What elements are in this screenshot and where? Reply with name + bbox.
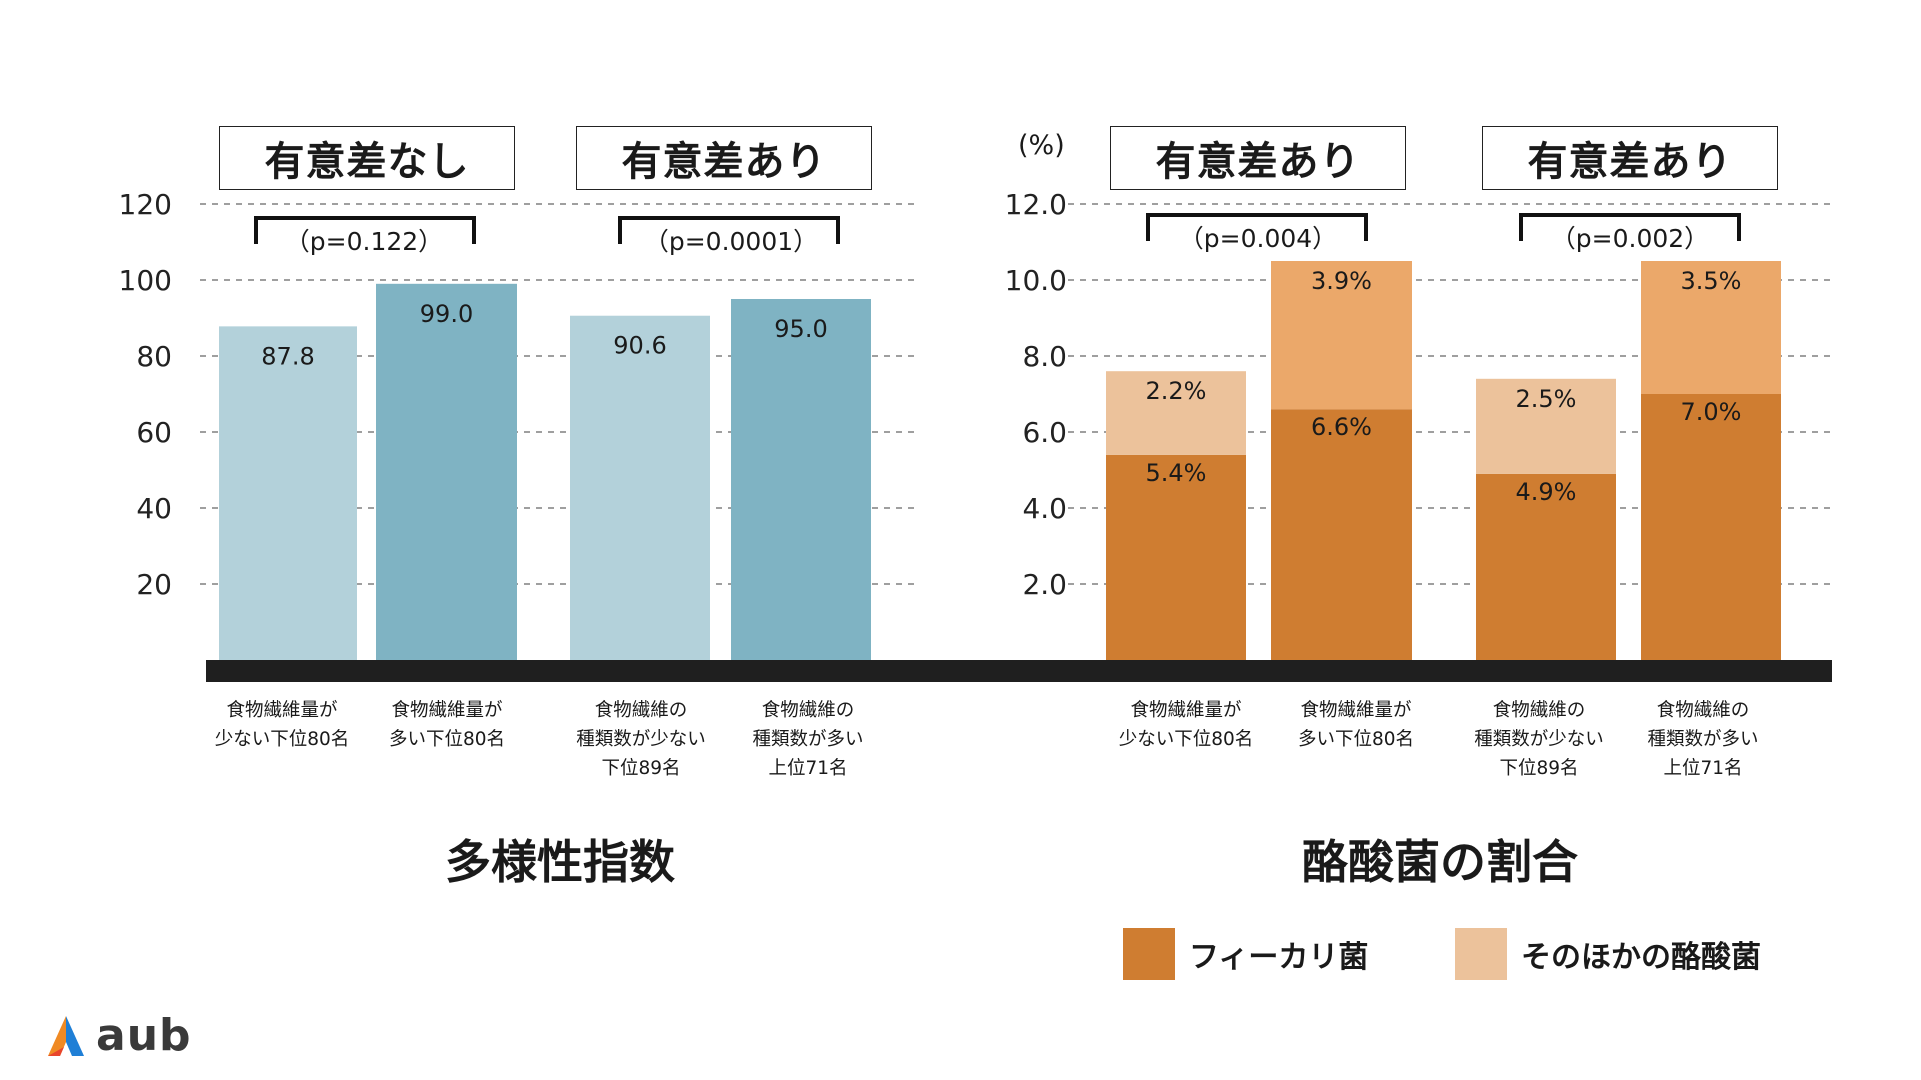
x-category-right-2: 食物繊維量が 多い下位80名 xyxy=(1297,700,1415,750)
right-significance-bracket xyxy=(1146,213,1368,241)
left-significance-bracket xyxy=(618,216,840,244)
right-y-tick-label: 12.0 xyxy=(1005,188,1067,221)
right-bar-top-3 xyxy=(1476,378,1616,474)
x-category-left-3: 食物繊維の 種類数が少ない 下位89名 xyxy=(576,700,706,779)
right-bar-top-value-label: 2.2% xyxy=(1146,377,1207,405)
right-y-tick-label: 2.0 xyxy=(1022,568,1067,601)
right-bar-top-value-label: 3.5% xyxy=(1681,267,1742,295)
right-bar-top-value-label: 2.5% xyxy=(1516,385,1577,413)
left-bar-2 xyxy=(376,283,517,660)
x-axis-baseline xyxy=(206,660,1832,682)
right-bar-bottom-1 xyxy=(1106,454,1246,660)
x-category-right-4: 食物繊維の 種類数が多い 上位71名 xyxy=(1647,700,1759,779)
x-category-left-1: 食物繊維量が 少ない下位80名 xyxy=(214,700,350,750)
brand-logo: aub xyxy=(46,1010,192,1061)
left-bar-1 xyxy=(219,326,357,660)
left-y-tick-label: 40 xyxy=(136,492,172,525)
x-category-right-1: 食物繊維量が 少ない下位80名 xyxy=(1118,700,1254,750)
left-y-tick-label: 60 xyxy=(136,416,172,449)
right-bar-bottom-value-label: 6.6% xyxy=(1311,413,1372,441)
chart-title-left: 多様性指数 xyxy=(445,835,675,889)
left-bar-value-label: 90.6 xyxy=(613,332,666,360)
right-bar-top-value-label: 3.9% xyxy=(1311,267,1372,295)
right-bar-bottom-3 xyxy=(1476,473,1616,660)
right-bar-top-1 xyxy=(1106,371,1246,455)
x-category-left-2: 食物繊維量が 多い下位80名 xyxy=(388,700,506,750)
right-y-tick-label: 10.0 xyxy=(1005,264,1067,297)
left-significance-bracket xyxy=(254,216,476,244)
right-y-tick-label: 8.0 xyxy=(1022,340,1067,373)
left-y-tick-label: 120 xyxy=(119,188,172,221)
right-bar-bottom-value-label: 7.0% xyxy=(1681,398,1742,426)
p-value-right-2: （p=0.002） xyxy=(1550,224,1710,253)
right-significance-bracket xyxy=(1519,213,1741,241)
significance-box-right-1: 有意差あり xyxy=(1110,126,1406,190)
left-bar-value-label: 95.0 xyxy=(774,315,827,343)
legend-label-faecalibacterium: フィーカリ菌 xyxy=(1189,940,1369,975)
right-bar-bottom-value-label: 4.9% xyxy=(1516,478,1577,506)
left-bar-4 xyxy=(731,299,871,660)
left-y-tick-label: 100 xyxy=(119,264,172,297)
right-y-tick-label: 4.0 xyxy=(1022,492,1067,525)
legend-swatch-faecalibacterium xyxy=(1123,928,1175,980)
right-bar-bottom-4 xyxy=(1641,394,1781,660)
p-value-right-1: （p=0.004） xyxy=(1178,224,1338,253)
right-bar-top-2 xyxy=(1271,261,1412,410)
right-bar-bottom-2 xyxy=(1271,409,1412,660)
significance-box-left-1: 有意差なし xyxy=(219,126,515,190)
brand-name: aub xyxy=(96,1010,192,1061)
x-category-left-4: 食物繊維の 種類数が多い 上位71名 xyxy=(752,700,864,779)
chart-title-right: 酪酸菌の割合 xyxy=(1302,835,1578,889)
significance-box-right-2: 有意差あり xyxy=(1482,126,1778,190)
left-y-tick-label: 20 xyxy=(136,568,172,601)
left-bar-value-label: 87.8 xyxy=(261,342,314,370)
legend-item-faecalibacterium: フィーカリ菌 xyxy=(1123,926,1368,982)
p-value-left-2: （p=0.0001） xyxy=(643,227,819,256)
right-bar-top-4 xyxy=(1641,261,1781,394)
right-y-tick-label: 6.0 xyxy=(1022,416,1067,449)
p-value-left-1: （p=0.122） xyxy=(284,227,444,256)
legend-swatch-other-butyrate xyxy=(1455,928,1507,980)
left-bar-3 xyxy=(570,315,710,660)
significance-box-left-2: 有意差あり xyxy=(576,126,872,190)
legend-label-other-butyrate: そのほかの酪酸菌 xyxy=(1521,940,1761,975)
x-category-right-3: 食物繊維の 種類数が少ない 下位89名 xyxy=(1474,700,1604,779)
y-axis-unit-right: (%) xyxy=(1018,130,1065,161)
right-bar-bottom-value-label: 5.4% xyxy=(1146,459,1207,487)
legend-item-other-butyrate: そのほかの酪酸菌 xyxy=(1455,926,1761,982)
aub-logo-icon xyxy=(48,1015,84,1056)
left-bar-value-label: 99.0 xyxy=(420,300,473,328)
left-y-tick-label: 80 xyxy=(136,340,172,373)
